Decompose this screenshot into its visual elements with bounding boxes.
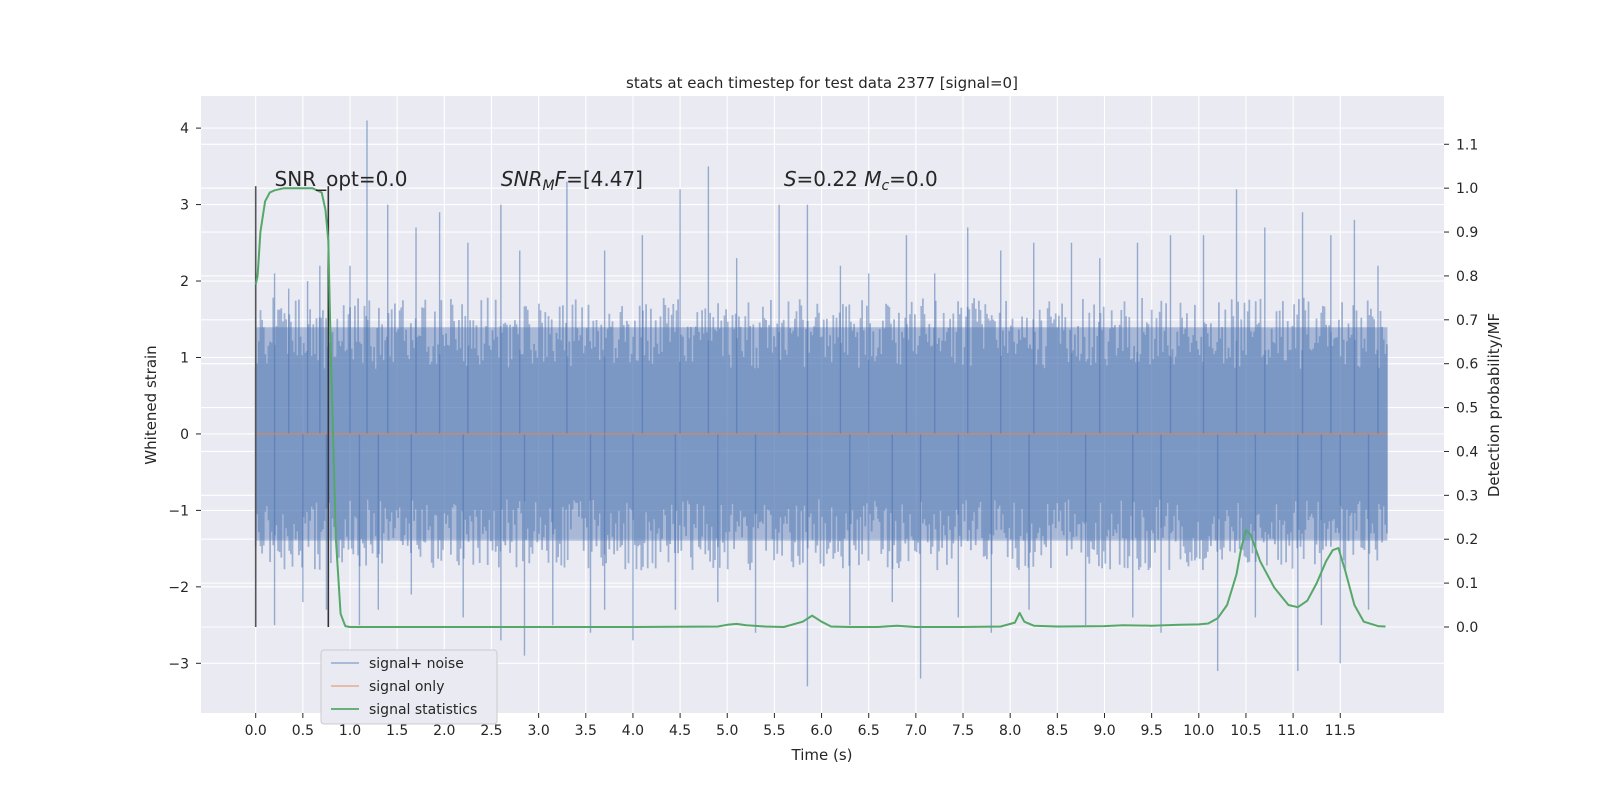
- x-tick-label: 11.5: [1325, 723, 1356, 739]
- series-signal-statistics: [254, 187, 1386, 628]
- chart-title: stats at each timestep for test data 237…: [626, 74, 1018, 92]
- x-tick-label: 9.0: [1093, 723, 1115, 739]
- annotation-s-symbol: S: [784, 167, 797, 191]
- x-tick-label: 11.0: [1278, 723, 1309, 739]
- y2-tick-label: 0.7: [1456, 313, 1478, 329]
- x-tick-label: 8.5: [1046, 723, 1068, 739]
- annotation-mc-symbol: M: [864, 167, 881, 191]
- x-tick-label: 6.5: [858, 723, 880, 739]
- x-tick-label: 9.5: [1141, 723, 1163, 739]
- y2-axis-label: Detection probability/MF: [1485, 313, 1503, 497]
- x-tick-label: 7.5: [952, 723, 974, 739]
- x-tick-label: 7.0: [905, 723, 927, 739]
- x-tick-label: 5.5: [763, 723, 785, 739]
- x-tick-label: 10.5: [1230, 723, 1261, 739]
- legend: signal+ noise signal only signal statist…: [320, 649, 498, 725]
- y2-tick-label: 0.0: [1456, 620, 1478, 636]
- y-tick-label: 4: [180, 121, 189, 137]
- x-tick-label: 8.0: [999, 723, 1021, 739]
- statistics-line: [254, 187, 1386, 628]
- x-tick-label: 5.0: [716, 723, 738, 739]
- x-tick-label: 1.0: [339, 723, 361, 739]
- legend-label-signal-noise: signal+ noise: [369, 656, 464, 672]
- annotation-snr-mf-subscript: M: [542, 178, 554, 194]
- annotation-mc-value: =0.0: [889, 167, 938, 191]
- y2-tick-label: 1.1: [1456, 137, 1478, 153]
- x-tick-label: 2.0: [433, 723, 455, 739]
- x-tick-label: 3.5: [575, 723, 597, 739]
- y-tick-label: 2: [180, 274, 189, 290]
- y2-tick-label: 0.5: [1456, 401, 1478, 417]
- x-tick-label: 0.0: [245, 723, 267, 739]
- x-tick-label: 0.5: [292, 723, 314, 739]
- y-axis-label: Whitened strain: [142, 345, 160, 464]
- x-tick-label: 2.5: [480, 723, 502, 739]
- y-tick-label: 0: [180, 427, 189, 443]
- annotation-s-mc: S=0.22 Mc=0.0: [784, 167, 938, 194]
- x-tick-label: 4.0: [622, 723, 644, 739]
- y-tick-label: −2: [168, 580, 189, 596]
- x-tick-label: 1.5: [386, 723, 408, 739]
- annotation-snr-mf-symbol-f: F: [555, 167, 567, 191]
- annotation-snr-mf-value: =[4.47]: [566, 167, 643, 191]
- annotation-snr-mf: SNRMF=[4.47]: [501, 167, 643, 194]
- annotation-mc-subscript: c: [881, 178, 889, 194]
- legend-label-signal-only: signal only: [369, 679, 444, 695]
- annotation-s-value: =0.22: [797, 167, 865, 191]
- x-tick-label: 10.0: [1183, 723, 1214, 739]
- y2-tick-label: 0.9: [1456, 225, 1478, 241]
- y-tick-label: 1: [180, 350, 189, 366]
- x-tick-label: 4.5: [669, 723, 691, 739]
- annotation-snr-mf-symbol: SNR: [501, 167, 543, 191]
- y2-tick-label: 0.4: [1456, 444, 1478, 460]
- y-tick-label: −3: [168, 656, 189, 672]
- y2-tick-label: 0.2: [1456, 532, 1478, 548]
- x-tick-label: 6.0: [810, 723, 832, 739]
- y2-tick-label: 0.6: [1456, 357, 1478, 373]
- x-tick-label: 3.0: [527, 723, 549, 739]
- y-tick-label: −1: [168, 503, 189, 519]
- y-tick-label: 3: [180, 198, 189, 214]
- y2-tick-label: 1.0: [1456, 181, 1478, 197]
- y2-tick-label: 0.8: [1456, 269, 1478, 285]
- y2-tick-label: 0.1: [1456, 576, 1478, 592]
- annotation-snr-opt: SNR_opt=0.0: [275, 167, 408, 191]
- legend-box: [320, 649, 498, 725]
- y2-tick-label: 0.3: [1456, 488, 1478, 504]
- x-axis-label: Time (s): [791, 746, 853, 764]
- legend-label-signal-statistics: signal statistics: [369, 702, 477, 718]
- annotations: SNR_opt=0.0 SNRMF=[4.47] S=0.22 Mc=0.0: [275, 167, 938, 194]
